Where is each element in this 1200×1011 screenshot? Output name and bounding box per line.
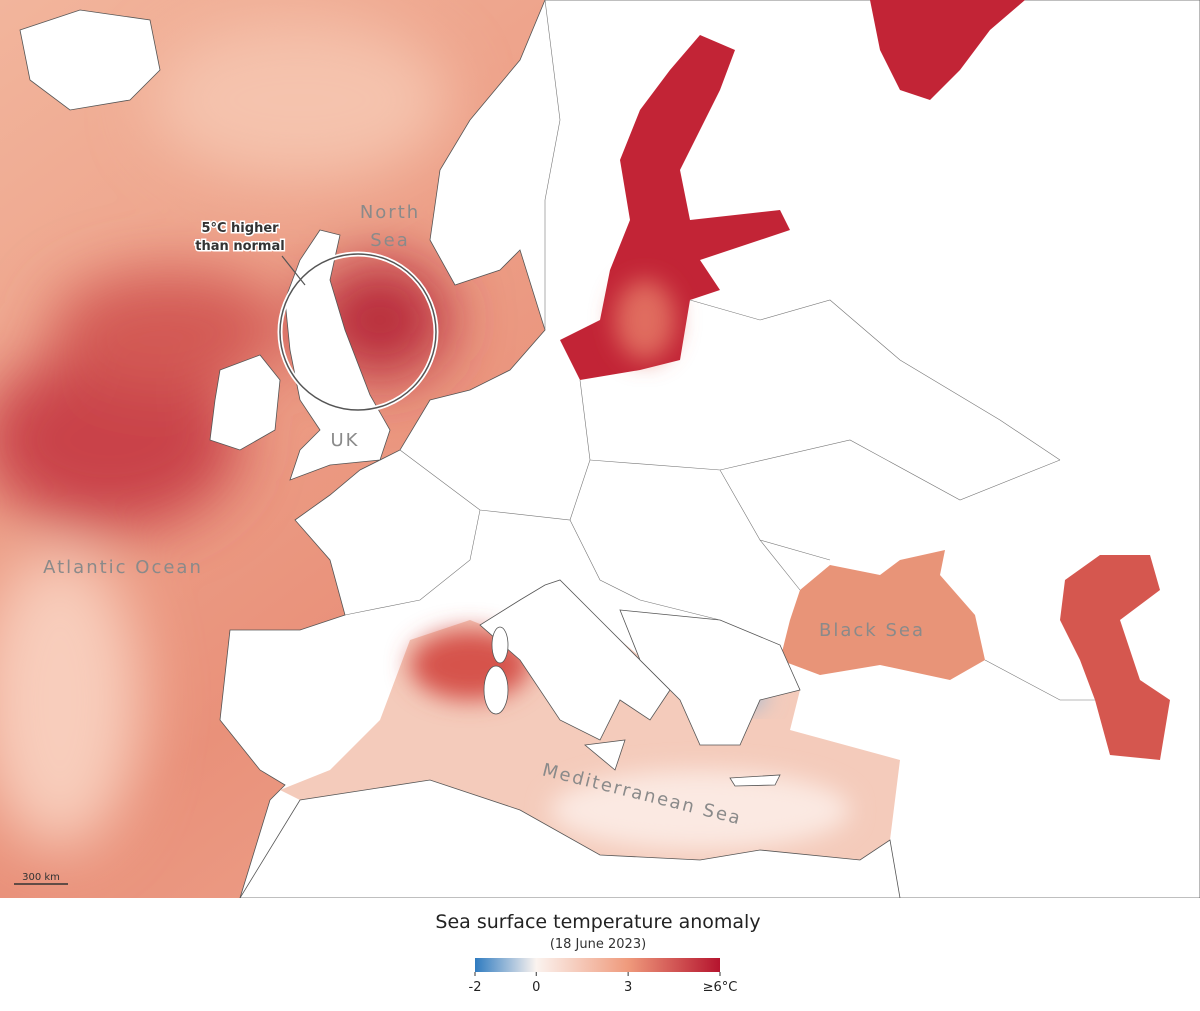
country-label: UK	[331, 430, 360, 451]
med-patch	[550, 770, 850, 850]
colorbar-tick-label: -2	[469, 980, 482, 995]
sea-label: Sea	[370, 230, 410, 251]
annotation: 5°C higher than normal	[194, 220, 286, 256]
great-britain	[284, 229, 391, 481]
legend-title: Sea surface temperature anomaly	[435, 911, 760, 933]
crete	[729, 774, 781, 787]
white-sea	[870, 0, 1025, 100]
annotation-leader	[281, 255, 306, 286]
ireland	[209, 354, 281, 451]
scale-label: 300 km	[22, 872, 60, 883]
colorbar	[475, 958, 720, 972]
italy	[479, 579, 671, 741]
anomaly-patches	[0, 20, 450, 850]
colorbar-tick-label: 3	[624, 980, 632, 995]
legend: Sea surface temperature anomaly (18 June…	[435, 911, 760, 995]
corsica	[491, 626, 509, 664]
sardinia	[483, 665, 509, 715]
sea-label: Black Sea	[819, 620, 925, 641]
baltic-sea	[560, 35, 790, 380]
north-africa	[239, 779, 901, 898]
iceland	[19, 9, 161, 111]
sicily	[584, 739, 626, 771]
caspian-sea	[1060, 555, 1170, 760]
map: 5°C higher than normal North Sea UK Atla…	[0, 0, 1200, 898]
black-sea	[780, 550, 985, 680]
annotation-line: than normal	[195, 239, 284, 254]
legend-subtitle: (18 June 2023)	[550, 937, 646, 952]
colorbar-tick-label: ≥6°C	[703, 980, 738, 995]
annotation-line: 5°C higher	[201, 221, 279, 236]
sea-label: Atlantic Ocean	[43, 557, 203, 578]
sea-label: North	[360, 202, 420, 223]
highlight-ring	[279, 253, 437, 411]
borders	[344, 0, 1095, 701]
baltic-patch	[615, 280, 675, 360]
balkans	[619, 609, 801, 746]
colorbar-tick-label: 0	[532, 980, 540, 995]
